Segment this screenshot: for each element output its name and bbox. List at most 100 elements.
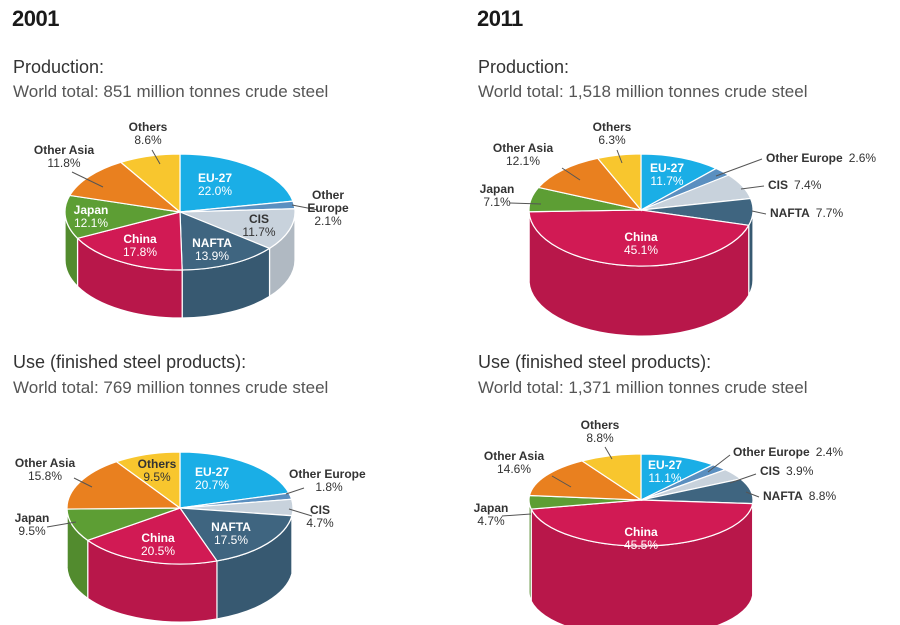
slice-name-cis: CIS bbox=[249, 212, 269, 226]
slice-label-cis: CIS 7.4% bbox=[768, 178, 822, 192]
slice-name-cis: CIS bbox=[310, 503, 330, 517]
slice-name-china: China bbox=[624, 525, 658, 539]
slice-value-japan: 12.1% bbox=[74, 216, 108, 230]
leader-line-japan bbox=[501, 513, 532, 517]
leader-line-cis bbox=[729, 473, 757, 484]
slice-name-cis: CIS bbox=[768, 178, 788, 192]
pie-slice-china bbox=[86, 507, 218, 565]
slice-value-japan: 9.5% bbox=[18, 524, 46, 538]
slice-name-cis: CIS bbox=[760, 464, 780, 478]
pie-slice-japan bbox=[64, 194, 181, 239]
slice-name-nafta: NAFTA bbox=[192, 236, 232, 250]
slice-value-japan: 7.1% bbox=[483, 195, 511, 209]
slice-value-other-asia: 14.6% bbox=[497, 462, 531, 476]
slice-name-china: China bbox=[141, 531, 175, 545]
slice-name-japan: Japan bbox=[474, 501, 509, 515]
slice-label-cis: CIS 3.9% bbox=[760, 464, 814, 478]
slice-value-other-asia: 12.1% bbox=[506, 154, 540, 168]
slice-value-other-asia: 15.8% bbox=[28, 469, 62, 483]
slice-name-eu-27: EU-27 bbox=[198, 171, 232, 185]
slice-value-eu-27: 20.7% bbox=[195, 478, 229, 492]
slice-value-eu-27: 22.0% bbox=[198, 184, 232, 198]
leader-line-others bbox=[604, 446, 613, 460]
leader-line-cis bbox=[288, 508, 313, 517]
slice-value-others: 8.8% bbox=[586, 431, 614, 445]
slice-value-nafta: 7.7% bbox=[816, 206, 844, 220]
leader-line-other-asia bbox=[551, 475, 572, 488]
pie-slice-china bbox=[528, 209, 750, 267]
pie-slice-china bbox=[530, 499, 754, 547]
slice-value-others: 6.3% bbox=[598, 133, 626, 147]
slice-name-other-europe: Other Europe bbox=[766, 151, 843, 165]
pie-slice-eu-27 bbox=[640, 153, 718, 212]
leader-line-other-asia bbox=[561, 167, 581, 181]
slice-name-others: Others bbox=[138, 457, 177, 471]
year-2001-title: 2001 bbox=[12, 6, 59, 31]
use-2001-total: World total: 769 million tonnes crude st… bbox=[13, 378, 329, 397]
slice-name-japan: Japan bbox=[74, 203, 109, 217]
slice-value-eu-27: 11.1% bbox=[648, 471, 681, 485]
slice-name-other-europe: Other Europe bbox=[733, 445, 810, 459]
slice-value-others: 8.6% bbox=[134, 133, 162, 147]
slice-name-others: Others bbox=[129, 120, 168, 134]
slice-value-nafta: 13.9% bbox=[195, 249, 229, 263]
production-2001-total: World total: 851 million tonnes crude st… bbox=[13, 82, 329, 101]
pie-slice-eu-27 bbox=[640, 453, 715, 501]
pie-slice-others bbox=[119, 153, 181, 214]
slice-name-other-europe: Other Europe bbox=[289, 467, 366, 481]
pie-slice-china bbox=[76, 211, 183, 271]
pie-slice-cis bbox=[179, 208, 296, 250]
leader-line-other-europe bbox=[291, 204, 319, 211]
leader-line-japan bbox=[46, 521, 77, 528]
slice-value-others: 9.5% bbox=[143, 470, 171, 484]
slice-name-china: China bbox=[123, 232, 157, 246]
slice-name-other-europe: Europe bbox=[307, 201, 349, 215]
slice-label-nafta: NAFTA 8.8% bbox=[763, 489, 836, 503]
pie-slice-other-asia bbox=[66, 461, 182, 510]
production-2011-heading: Production: bbox=[478, 57, 570, 77]
slice-value-other-europe: 2.1% bbox=[314, 214, 342, 228]
slice-value-cis: 3.9% bbox=[786, 464, 814, 478]
pie-slice-other-asia bbox=[68, 161, 183, 213]
slice-name-nafta: NAFTA bbox=[770, 206, 810, 220]
slice-value-china: 20.5% bbox=[141, 544, 175, 558]
slice-name-nafta: NAFTA bbox=[211, 520, 251, 534]
slice-label-other-europe: Other Europe 2.6% bbox=[766, 151, 876, 165]
slice-value-cis: 7.4% bbox=[794, 178, 822, 192]
leader-line-others bbox=[151, 149, 161, 165]
slice-value-other-europe: 2.6% bbox=[849, 151, 877, 165]
leader-line-others bbox=[616, 149, 623, 164]
slice-name-japan: Japan bbox=[480, 182, 515, 196]
slice-value-nafta: 17.5% bbox=[214, 533, 248, 547]
slice-name-eu-27: EU-27 bbox=[648, 458, 682, 472]
slice-name-eu-27: EU-27 bbox=[195, 465, 229, 479]
pie-slice-eu-27 bbox=[179, 451, 290, 509]
use-2011-total: World total: 1,371 million tonnes crude … bbox=[478, 378, 808, 397]
leader-line-other-europe bbox=[707, 454, 731, 473]
slice-name-other-asia: Other Asia bbox=[493, 141, 554, 155]
leader-line-nafta bbox=[745, 491, 760, 498]
slice-name-nafta: NAFTA bbox=[763, 489, 803, 503]
slice-name-other-asia: Other Asia bbox=[34, 143, 95, 157]
slice-value-other-europe: 1.8% bbox=[315, 480, 343, 494]
use-2001-heading: Use (finished steel products): bbox=[13, 352, 247, 372]
pie-slice-nafta bbox=[179, 211, 271, 271]
leader-line-nafta bbox=[751, 210, 767, 215]
slice-name-other-asia: Other Asia bbox=[484, 449, 545, 463]
slice-name-other-asia: Other Asia bbox=[15, 456, 76, 470]
use-2011-heading: Use (finished steel products): bbox=[478, 352, 712, 372]
slice-value-cis: 4.7% bbox=[306, 516, 334, 530]
pie-side-japan bbox=[528, 499, 532, 602]
slice-value-japan: 4.7% bbox=[477, 514, 505, 528]
pie-slice-other-asia bbox=[537, 157, 643, 211]
slice-value-other-asia: 11.8% bbox=[47, 156, 80, 170]
slice-value-china: 17.8% bbox=[123, 245, 157, 259]
slice-value-cis: 11.7% bbox=[242, 225, 275, 239]
leader-line-other-asia bbox=[71, 171, 104, 188]
pie-slice-others bbox=[115, 451, 181, 510]
leader-line-japan bbox=[509, 202, 542, 205]
